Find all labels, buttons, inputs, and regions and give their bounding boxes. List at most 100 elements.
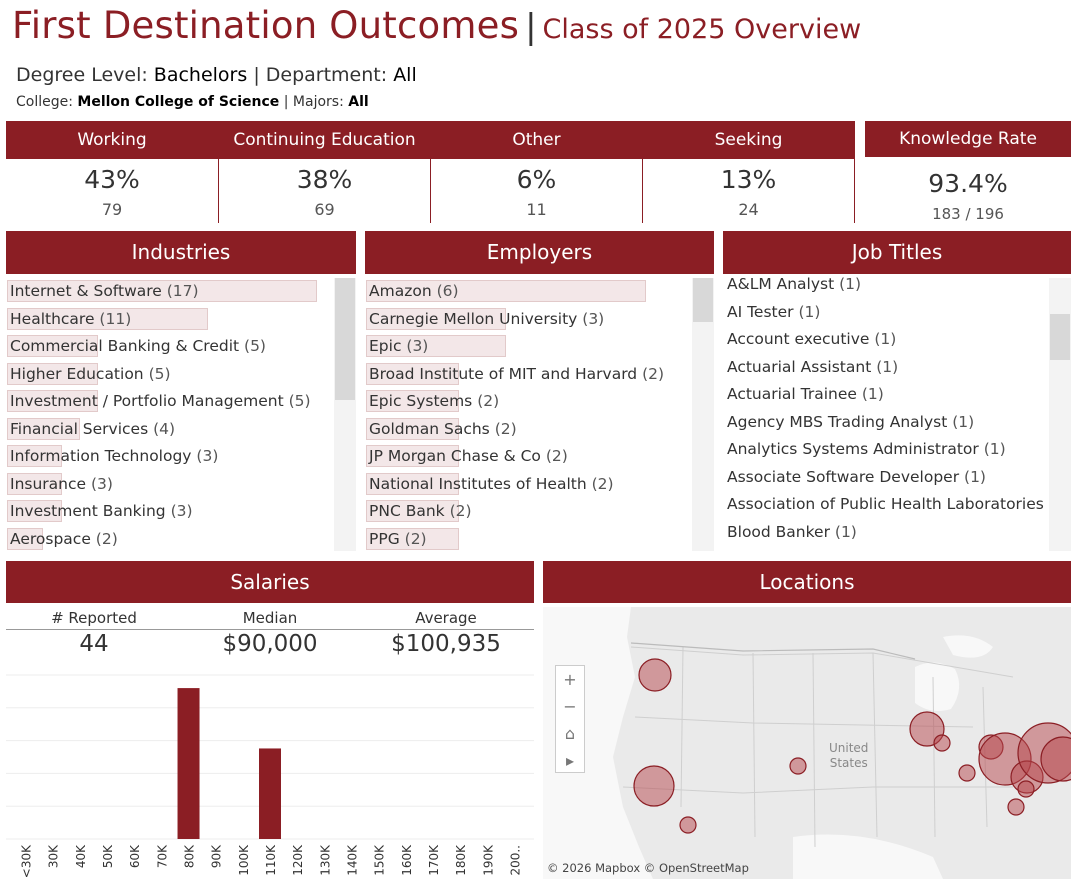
list-item[interactable]: AI Tester (1) <box>723 299 1049 327</box>
location-bubble[interactable] <box>1017 780 1035 798</box>
list-item-bar <box>366 472 460 495</box>
list-item[interactable]: Associate Software Developer (1) <box>723 464 1049 492</box>
list-item-bar <box>366 335 506 357</box>
list-item[interactable]: PPG (2) <box>365 526 692 552</box>
list-item[interactable]: Actuarial Assistant (1) <box>723 354 1049 382</box>
list-item[interactable]: Carnegie Mellon University (3) <box>365 306 692 334</box>
list-item-count: (1) <box>983 440 1006 458</box>
divider <box>6 629 534 630</box>
scrollbar-thumb[interactable] <box>693 278 713 322</box>
list-item[interactable]: JP Morgan Chase & Co (2) <box>365 443 692 471</box>
list-item[interactable]: Account executive (1) <box>723 326 1049 354</box>
kpi-working[interactable]: Working 43% 79 <box>6 121 219 223</box>
list-item-label: A&LM Analyst (1) <box>727 275 862 293</box>
x-tick-label: 120K <box>291 844 305 876</box>
list-item[interactable]: Higher Education (5) <box>6 361 334 389</box>
histogram-bar[interactable] <box>177 688 200 839</box>
scrollbar[interactable] <box>692 278 714 551</box>
x-tick-label: 70K <box>155 844 169 868</box>
list-item-label: Investment Banking (3) <box>10 502 193 520</box>
list-item-bar <box>366 445 460 467</box>
list-item-bar <box>7 307 208 330</box>
department-value[interactable]: All <box>393 64 417 86</box>
department-label: Department: <box>265 64 394 86</box>
kpi-seeking[interactable]: Seeking 13% 24 <box>643 121 855 223</box>
kpi-continuing-education[interactable]: Continuing Education 38% 69 <box>219 121 431 223</box>
salary-histogram[interactable]: <30K 30K 40K 50K 60K 70K 80K 90K 100K 110K 120K 130… <box>6 673 534 885</box>
list-item[interactable]: Broad Institute of MIT and Harvard (2) <box>365 361 692 389</box>
employers-list[interactable]: Amazon (6) Carnegie Mellon University (3)… <box>365 278 692 551</box>
list-item[interactable]: Commercial Banking & Credit (5) <box>6 333 334 361</box>
list-item[interactable]: Actuarial Trainee (1) <box>723 381 1049 409</box>
map-attribution[interactable]: © 2026 Mapbox © OpenStreetMap <box>547 861 749 875</box>
location-bubble[interactable] <box>933 734 951 752</box>
filter-sep: | <box>247 64 266 86</box>
list-item[interactable]: Financial Services (4) <box>6 416 334 444</box>
majors-value[interactable]: All <box>348 94 369 110</box>
list-item[interactable]: Investment Banking (3) <box>6 498 334 526</box>
scrollbar-thumb[interactable] <box>1050 314 1070 360</box>
list-item[interactable]: Investment / Portfolio Management (5) <box>6 388 334 416</box>
location-bubble[interactable] <box>789 757 807 775</box>
list-item[interactable]: Aerospace (2) <box>6 526 334 552</box>
industries-list[interactable]: Internet & Software (17) Healthcare (11) C… <box>6 278 334 551</box>
list-item[interactable]: PNC Bank (2) <box>365 498 692 526</box>
list-item-label: PPG (2) <box>369 529 427 548</box>
map-controls: + − ⌂ ▸ <box>555 665 585 773</box>
zoom-in-button[interactable]: + <box>563 670 577 689</box>
panel-title: Industries <box>6 231 356 274</box>
title-main: First Destination Outcomes <box>12 4 520 47</box>
home-icon[interactable]: ⌂ <box>564 724 576 743</box>
list-item-label: Actuarial Trainee (1) <box>727 385 884 403</box>
location-bubble[interactable] <box>633 765 675 807</box>
list-item[interactable]: Amazon (6) <box>365 278 692 306</box>
kpi-percent: 13% <box>720 165 777 194</box>
kpi-knowledge-rate[interactable]: Knowledge Rate 93.4% 183 / 196 <box>865 121 1071 223</box>
location-bubble[interactable] <box>1007 798 1025 816</box>
list-item[interactable]: Association of Public Health Laboratorie… <box>723 491 1049 519</box>
location-bubble[interactable] <box>638 658 672 692</box>
list-item[interactable]: Goldman Sachs (2) <box>365 416 692 444</box>
kpi-label: Working <box>6 121 218 159</box>
kpi-count: 11 <box>526 200 547 219</box>
panel-title: Salaries <box>6 561 534 603</box>
scrollbar[interactable] <box>334 278 356 551</box>
list-item[interactable]: Information Technology (3) <box>6 443 334 471</box>
scrollbar-thumb[interactable] <box>335 278 355 400</box>
list-item[interactable]: Analytics Systems Administrator (1) <box>723 436 1049 464</box>
x-tick-label: 190K <box>481 844 495 876</box>
list-item[interactable]: Insurance (3) <box>6 471 334 499</box>
locations-map[interactable]: United States + − ⌂ ▸ © 2026 Mapbox © Ope… <box>543 607 1071 879</box>
zoom-out-button[interactable]: − <box>563 697 577 716</box>
degree-value[interactable]: Bachelors <box>153 64 248 86</box>
list-item-count: (1) <box>952 412 975 431</box>
list-item[interactable]: National Institutes of Health (2) <box>365 471 692 499</box>
play-icon[interactable]: ▸ <box>565 751 575 770</box>
college-value[interactable]: Mellon College of Science <box>77 94 280 110</box>
list-item[interactable]: Internet & Software (17) <box>6 278 334 306</box>
job-titles-list[interactable]: A&LM Analyst (1) AI Tester (1) Account exe… <box>723 271 1049 544</box>
x-tick-label: 30K <box>47 844 61 868</box>
location-bubble[interactable] <box>679 816 697 834</box>
list-item-count: (3) <box>196 447 219 465</box>
list-item[interactable]: Epic (3) <box>365 333 692 361</box>
kpi-percent: 93.4% <box>928 169 1008 198</box>
scrollbar[interactable] <box>1049 278 1071 551</box>
location-bubble[interactable] <box>958 764 976 782</box>
list-item[interactable]: Healthcare (11) <box>6 306 334 334</box>
list-item-count: (2) <box>591 474 614 493</box>
location-bubble[interactable] <box>1040 736 1071 782</box>
x-tick-label: <30K <box>20 844 34 878</box>
list-item[interactable]: Blood Banker (1) <box>723 519 1049 545</box>
kpi-count: 69 <box>314 200 335 219</box>
list-item-label: Associate Software Developer (1) <box>727 467 986 486</box>
histogram-bar[interactable] <box>259 748 281 839</box>
kpi-other[interactable]: Other 6% 11 <box>431 121 643 223</box>
x-tick-label: 160K <box>400 844 414 876</box>
list-item[interactable]: A&LM Analyst (1) <box>723 271 1049 299</box>
list-item[interactable]: Agency MBS Trading Analyst (1) <box>723 409 1049 437</box>
map-bubbles[interactable] <box>543 607 1071 879</box>
list-item-count: (1) <box>798 302 821 321</box>
list-item[interactable]: Epic Systems (2) <box>365 388 692 416</box>
title-separator: | <box>525 7 537 47</box>
